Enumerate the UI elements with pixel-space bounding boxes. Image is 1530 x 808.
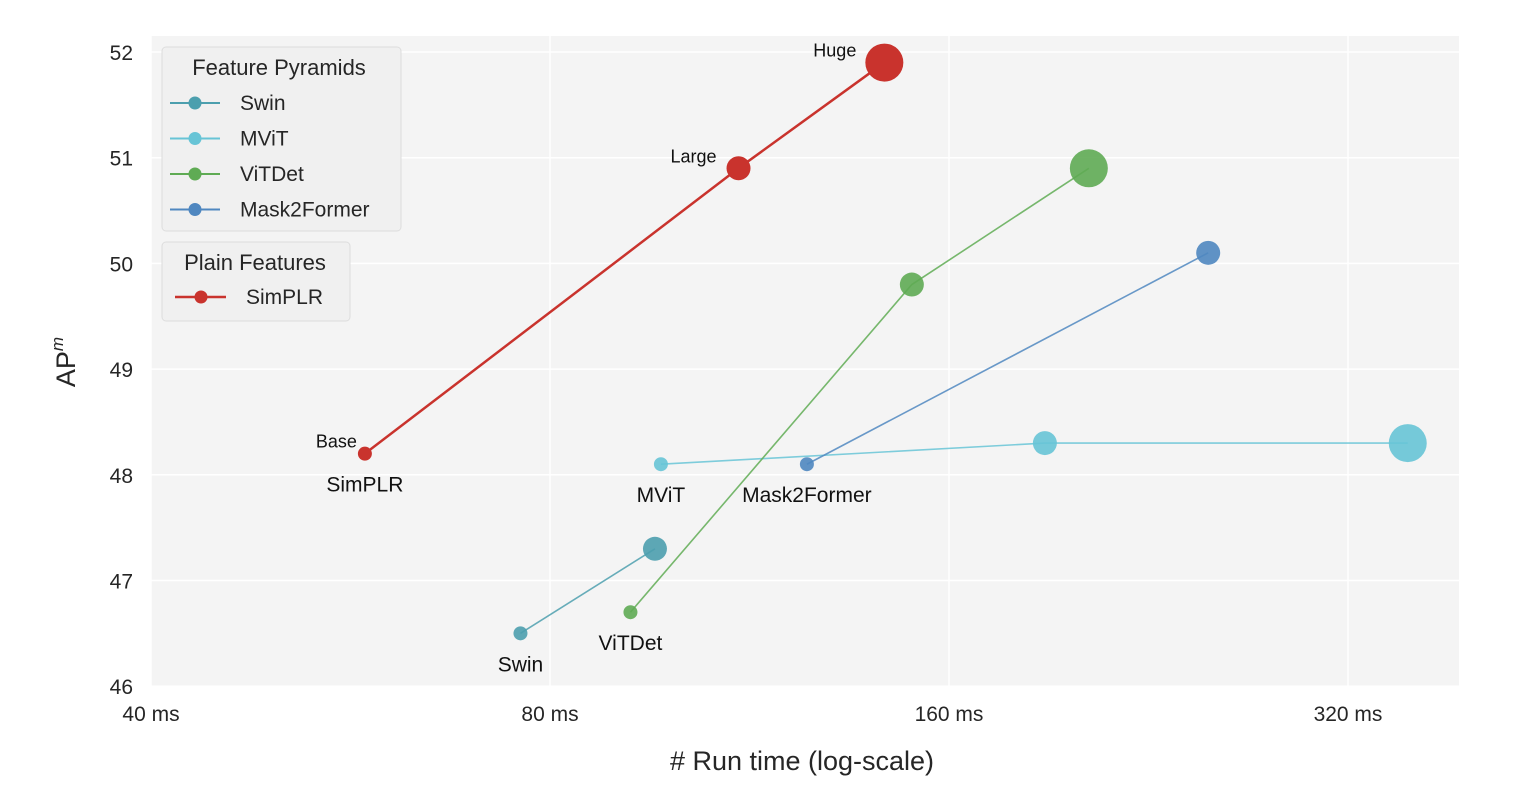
grid-lines xyxy=(150,36,1459,687)
legend-marker xyxy=(194,290,208,304)
y-axis-label: APm xyxy=(48,337,81,387)
data-point xyxy=(865,43,904,82)
y-tick-label: 46 xyxy=(110,676,133,699)
data-point xyxy=(726,156,751,181)
x-tick-label: 320 ms xyxy=(1314,703,1383,726)
y-tick-label: 48 xyxy=(110,465,133,488)
data-point xyxy=(1069,149,1108,188)
data-point xyxy=(653,457,668,472)
y-axis-ticks: 46 47 48 49 50 51 52 xyxy=(110,42,133,699)
y-tick-label: 47 xyxy=(110,571,133,594)
data-point xyxy=(642,536,667,561)
series-swin xyxy=(513,536,667,641)
data-point xyxy=(899,272,924,297)
data-point xyxy=(1032,431,1057,456)
legend-marker xyxy=(188,203,202,216)
series-label: MViT xyxy=(637,484,686,507)
legend-entry: SimPLR xyxy=(246,286,323,309)
data-point xyxy=(1196,240,1221,265)
legend-entry: MViT xyxy=(240,128,289,151)
legend-title: Feature Pyramids xyxy=(192,55,366,80)
series-simplr xyxy=(357,43,904,461)
x-tick-label: 80 ms xyxy=(521,703,578,726)
y-tick-label: 50 xyxy=(110,253,133,276)
legend-title: Plain Features xyxy=(184,250,326,275)
legend: Feature Pyramids Swin MViT ViTDet Mask2Forme… xyxy=(161,46,402,322)
legend-marker xyxy=(188,132,202,145)
y-tick-label: 51 xyxy=(110,148,133,171)
legend-entry: Mask2Former xyxy=(240,199,370,222)
legend-marker xyxy=(188,167,202,181)
x-axis-label: # Run time (log-scale) xyxy=(670,746,934,776)
series-label: ViTDet xyxy=(599,632,663,655)
data-point xyxy=(513,626,528,641)
y-tick-label: 49 xyxy=(110,359,133,382)
data-point xyxy=(357,446,372,461)
data-point xyxy=(1388,424,1427,463)
series-label: Mask2Former xyxy=(742,484,872,507)
annotations: Base Large Huge Swin MViT ViTDet Mask2Former Si… xyxy=(316,41,872,677)
series-mvit xyxy=(653,424,1427,472)
data-series xyxy=(357,43,1427,641)
series-vitdet xyxy=(623,149,1108,620)
x-tick-label: 40 ms xyxy=(122,703,179,726)
series-mask2former xyxy=(799,240,1221,472)
point-label: Large xyxy=(670,146,716,166)
legend-entry: ViTDet xyxy=(240,163,304,186)
series-label: SimPLR xyxy=(326,474,403,497)
data-point xyxy=(799,457,814,472)
series-label: Swin xyxy=(498,653,544,676)
y-tick-label: 52 xyxy=(110,42,133,65)
legend-entry: Swin xyxy=(240,92,286,115)
legend-marker xyxy=(188,96,202,110)
data-point xyxy=(623,605,638,620)
x-axis-ticks: 40 ms 80 ms 160 ms 320 ms xyxy=(122,703,1382,726)
point-label: Base xyxy=(316,432,357,452)
point-label: Huge xyxy=(813,41,856,61)
x-tick-label: 160 ms xyxy=(915,703,984,726)
